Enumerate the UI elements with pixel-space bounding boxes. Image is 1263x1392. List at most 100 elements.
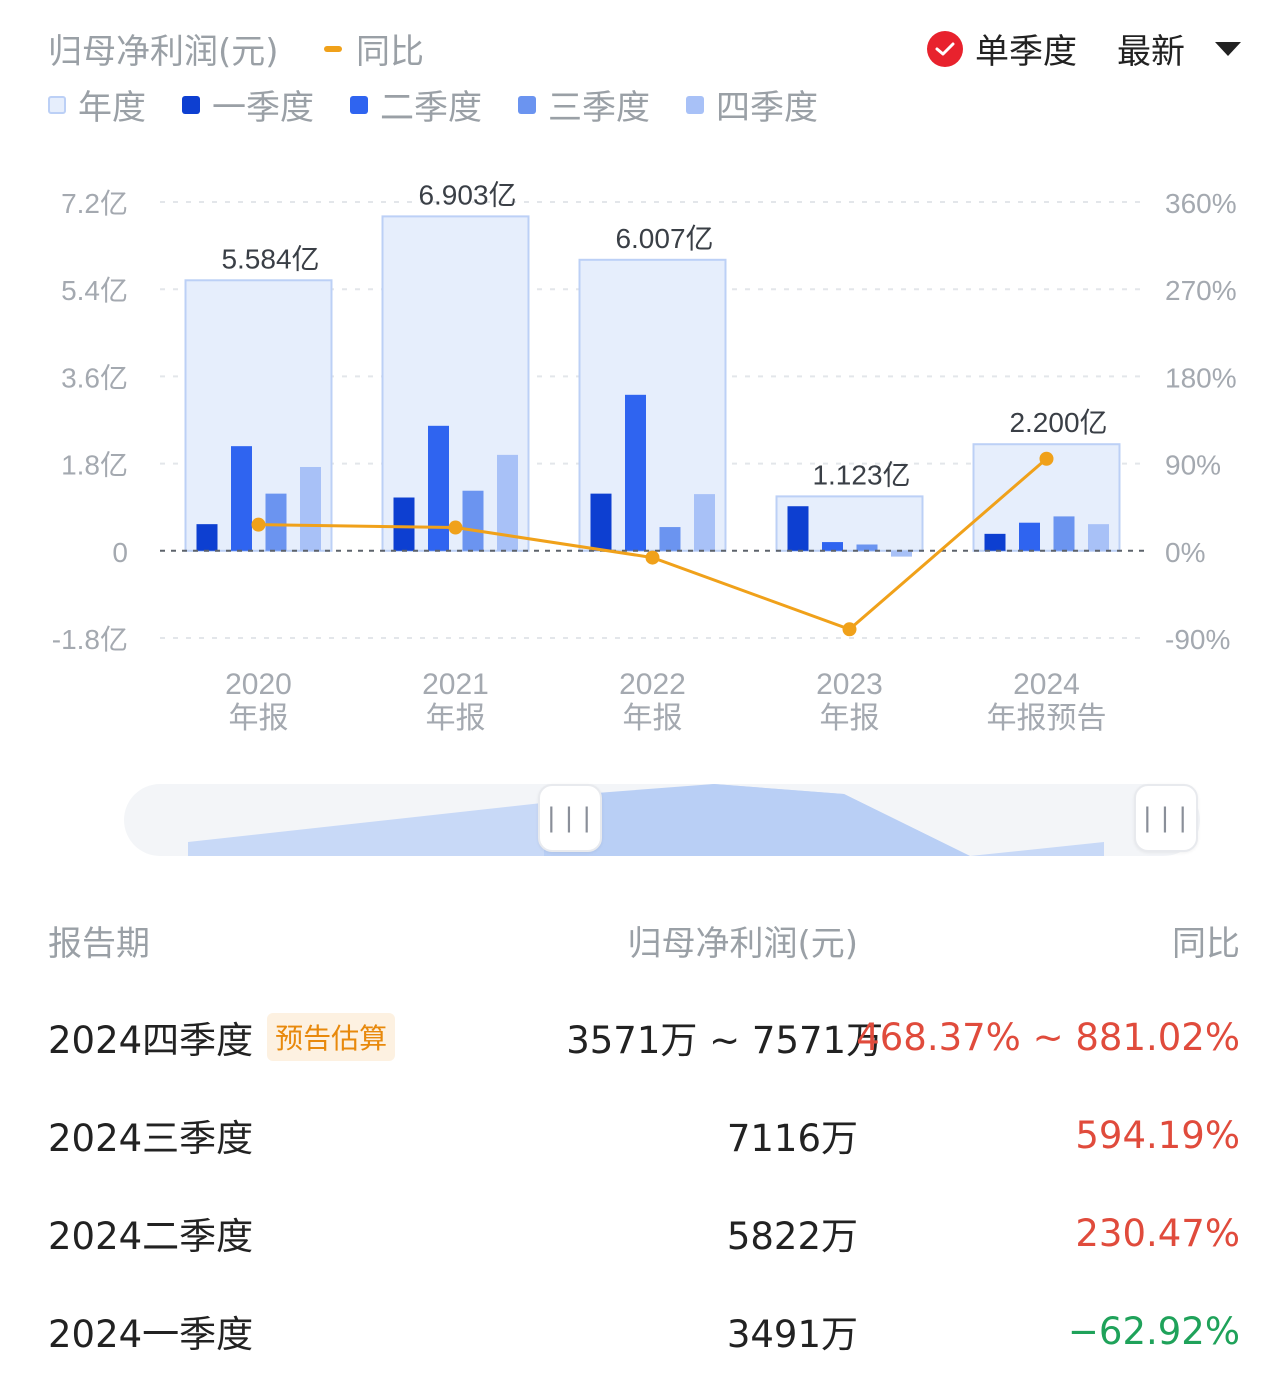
- table-row[interactable]: 2024一季度 3491万 −62.92%: [48, 1282, 1240, 1380]
- header-net-profit: 归母净利润(元): [627, 923, 858, 964]
- period-text: 2024三季度: [48, 1117, 254, 1160]
- quarterly-profit-table: 报告期 归母净利润(元) 同比 2024四季度 预告估算 3571万 ~ 757…: [48, 900, 1240, 1380]
- range-navigator[interactable]: ||| |||: [124, 784, 1200, 856]
- yoy-legend-label: 同比: [356, 32, 424, 72]
- quarter-bar: [984, 533, 1006, 551]
- legend-label: 年度: [78, 88, 146, 128]
- quarter-bar: [300, 466, 321, 551]
- row-value: 3571万 ~ 7571万: [566, 1019, 884, 1062]
- chart-metric-title: 归母净利润(元): [48, 32, 279, 72]
- annual-value-label: 1.123亿: [812, 459, 910, 490]
- x-tick-label: 2021: [422, 668, 489, 701]
- legend-q1[interactable]: 一季度: [182, 80, 314, 129]
- quarter-bar: [196, 524, 218, 551]
- annual-value-label: 6.903亿: [418, 179, 516, 210]
- row-value: 7116万: [726, 1117, 858, 1160]
- y-right-tick-label: 0%: [1165, 537, 1205, 568]
- chart-controls: 单季度 最新: [927, 24, 1241, 73]
- x-tick-sublabel: 年报: [820, 702, 880, 735]
- quarter-bar: [497, 454, 518, 551]
- legend-q3[interactable]: 三季度: [518, 80, 650, 129]
- navigator-left-handle[interactable]: |||: [538, 784, 602, 852]
- quarter-bar: [428, 425, 449, 551]
- legend-q4[interactable]: 四季度: [686, 80, 818, 129]
- quarter-bar: [856, 544, 878, 551]
- table-row[interactable]: 2024四季度 预告估算 3571万 ~ 7571万 468.37% ~ 881…: [48, 988, 1240, 1086]
- quarter-bar: [625, 394, 646, 551]
- row-period: 2024一季度: [48, 1304, 568, 1358]
- header-period: 报告期: [48, 923, 150, 964]
- y-left-tick-label: -1.8亿: [52, 624, 128, 655]
- annual-value-label: 2.200亿: [1009, 407, 1107, 438]
- yoy-point: [1039, 451, 1054, 466]
- y-left-tick-label: 3.6亿: [61, 362, 128, 393]
- period-text: 2024一季度: [48, 1313, 254, 1356]
- period-text: 2024四季度: [48, 1019, 254, 1062]
- checkmark-icon: [927, 30, 963, 67]
- yoy-point: [448, 520, 463, 535]
- row-period: 2024四季度 预告估算: [48, 1010, 566, 1064]
- y-left-tick-label: 5.4亿: [61, 275, 128, 306]
- table-row[interactable]: 2024二季度 5822万 230.47%: [48, 1184, 1240, 1282]
- y-right-tick-label: 270%: [1165, 275, 1237, 306]
- y-right-tick-label: 90%: [1165, 450, 1221, 481]
- x-tick-label: 2024: [1013, 668, 1080, 701]
- row-value: 5822万: [726, 1215, 858, 1258]
- q1-swatch-icon: [182, 95, 200, 114]
- y-right-tick-label: -90%: [1165, 624, 1230, 655]
- sort-label: 最新: [1117, 32, 1185, 72]
- net-profit-chart: 7.2亿 360% 5.4亿 270% 3.6亿 180% 1.8亿 90% 0 0% -1.8亿 -…: [52, 179, 1237, 735]
- quarter-bar: [393, 497, 415, 551]
- caret-down-icon: [1215, 41, 1241, 56]
- annual-value-label: 6.007亿: [615, 223, 713, 254]
- navigator-track: [124, 784, 1200, 856]
- x-tick-sublabel: 年报: [426, 702, 486, 735]
- legend-label: 二季度: [380, 88, 482, 128]
- x-tick-label: 2023: [816, 668, 883, 701]
- row-yoy: 230.47%: [1075, 1211, 1240, 1255]
- x-tick-sublabel: 年报: [623, 702, 683, 735]
- navigator-right-handle[interactable]: |||: [1134, 784, 1198, 852]
- quarter-bar: [822, 542, 843, 551]
- q3-swatch-icon: [518, 95, 536, 114]
- quarter-bar: [231, 446, 252, 551]
- quarter-bar: [891, 550, 912, 557]
- quarter-bar: [1019, 522, 1040, 551]
- q2-swatch-icon: [350, 95, 368, 114]
- x-tick-sublabel: 年报预告: [987, 702, 1107, 735]
- yoy-point: [842, 622, 857, 637]
- quarter-bar: [694, 494, 715, 551]
- legend-label: 一季度: [212, 88, 314, 128]
- table-row[interactable]: 2024三季度 7116万 594.19%: [48, 1086, 1240, 1184]
- row-yoy: 468.37% ~ 881.02%: [856, 1015, 1240, 1059]
- legend-q2[interactable]: 二季度: [350, 80, 482, 129]
- y-right-tick-label: 180%: [1165, 362, 1237, 393]
- quarter-bar: [590, 493, 612, 551]
- yoy-legend[interactable]: 同比: [324, 24, 424, 73]
- y-right-tick-label: 360%: [1165, 188, 1237, 219]
- yoy-line-icon: [324, 45, 342, 52]
- quarter-bar: [787, 506, 809, 551]
- sort-dropdown[interactable]: 最新: [1077, 24, 1241, 73]
- q4-swatch-icon: [686, 95, 704, 114]
- row-yoy: 594.19%: [1075, 1113, 1240, 1157]
- y-left-tick-label: 7.2亿: [61, 188, 128, 219]
- quarter-bar: [265, 493, 287, 551]
- row-period: 2024三季度: [48, 1108, 568, 1162]
- x-tick-sublabel: 年报: [229, 702, 289, 735]
- annual-value-label: 5.584亿: [221, 243, 319, 274]
- y-left-tick-label: 0: [112, 537, 128, 568]
- row-value: 3491万: [726, 1313, 858, 1356]
- row-period: 2024二季度: [48, 1206, 568, 1260]
- quarter-bar: [462, 490, 484, 551]
- header-yoy: 同比: [1172, 923, 1240, 964]
- quarter-bar: [1053, 516, 1075, 551]
- yoy-point: [251, 517, 266, 532]
- legend-label: 四季度: [716, 88, 818, 128]
- single-quarter-toggle[interactable]: 单季度: [927, 24, 1077, 73]
- forecast-badge: 预告估算: [267, 1013, 396, 1061]
- legend-annual[interactable]: 年度: [48, 80, 146, 129]
- quarter-bar: [659, 527, 681, 551]
- y-left-tick-label: 1.8亿: [61, 450, 128, 481]
- annual-swatch-icon: [48, 95, 66, 114]
